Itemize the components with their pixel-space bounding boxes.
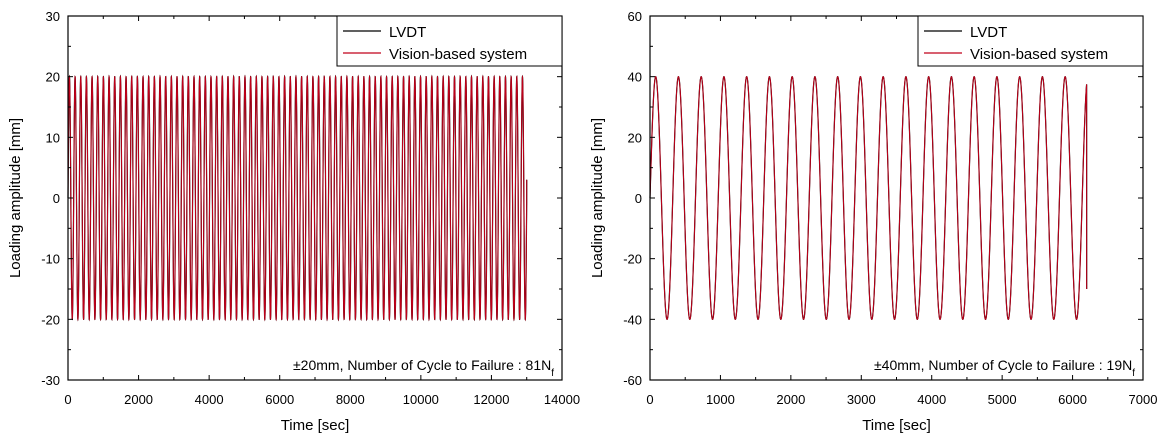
y-tick-label: 20 bbox=[46, 70, 60, 85]
legend-label: LVDT bbox=[389, 24, 426, 41]
annotation: ±40mm, Number of Cycle to Failure : 19Nf bbox=[874, 357, 1135, 379]
x-tick-label: 6000 bbox=[265, 392, 294, 407]
x-tick-label: 5000 bbox=[988, 392, 1017, 407]
x-tick-label: 0 bbox=[64, 392, 71, 407]
x-tick-label: 2000 bbox=[124, 392, 153, 407]
y-tick-label: 20 bbox=[628, 130, 642, 145]
plot-frame bbox=[649, 15, 1144, 381]
legend-label: Vision-based system bbox=[389, 46, 527, 63]
annotation: ±20mm, Number of Cycle to Failure : 81Nf bbox=[293, 357, 554, 379]
x-tick-label: 3000 bbox=[847, 392, 876, 407]
x-tick-label: 6000 bbox=[1058, 392, 1087, 407]
x-tick-label: 12000 bbox=[473, 392, 509, 407]
y-axis-label: Loading amplitude [mm] bbox=[7, 118, 24, 278]
x-axis-label: Time [sec] bbox=[281, 417, 350, 434]
x-tick-label: 8000 bbox=[336, 392, 365, 407]
y-tick-label: -30 bbox=[41, 373, 60, 388]
y-tick-label: 40 bbox=[628, 70, 642, 85]
y-tick-label: -10 bbox=[41, 252, 60, 267]
y-tick-label: 0 bbox=[635, 191, 642, 206]
x-tick-label: 7000 bbox=[1129, 392, 1158, 407]
y-tick-label: -40 bbox=[623, 312, 642, 327]
y-tick-label: -60 bbox=[623, 373, 642, 388]
x-tick-label: 0 bbox=[646, 392, 653, 407]
x-tick-label: 10000 bbox=[403, 392, 439, 407]
y-tick-label: 0 bbox=[53, 191, 60, 206]
x-axis-label: Time [sec] bbox=[862, 417, 931, 434]
chart-panel: 0 2000 4000 6000 8000 10000 12000 14000 -30 -20 -1… bbox=[7, 9, 580, 434]
x-tick-label: 2000 bbox=[776, 392, 805, 407]
legend-box bbox=[917, 15, 1144, 67]
y-axis-label: Loading amplitude [mm] bbox=[589, 118, 606, 278]
series-line bbox=[67, 74, 528, 322]
legend-label: LVDT bbox=[970, 24, 1007, 41]
y-tick-label: -20 bbox=[41, 312, 60, 327]
chart-panel: 0 1000 2000 3000 4000 5000 6000 7000 -60 -40 -20 0 2… bbox=[589, 9, 1157, 434]
y-tick-label: 30 bbox=[46, 9, 60, 24]
legend-label: Vision-based system bbox=[970, 46, 1108, 63]
y-tick-label: -20 bbox=[623, 252, 642, 267]
y-tick-label: 60 bbox=[628, 9, 642, 24]
x-tick-label: 4000 bbox=[195, 392, 224, 407]
x-tick-label: 4000 bbox=[917, 392, 946, 407]
series-line bbox=[649, 76, 1088, 320]
x-tick-label: 1000 bbox=[706, 392, 735, 407]
x-tick-label: 14000 bbox=[544, 392, 580, 407]
legend-box bbox=[336, 15, 563, 67]
y-tick-label: 10 bbox=[46, 130, 60, 145]
